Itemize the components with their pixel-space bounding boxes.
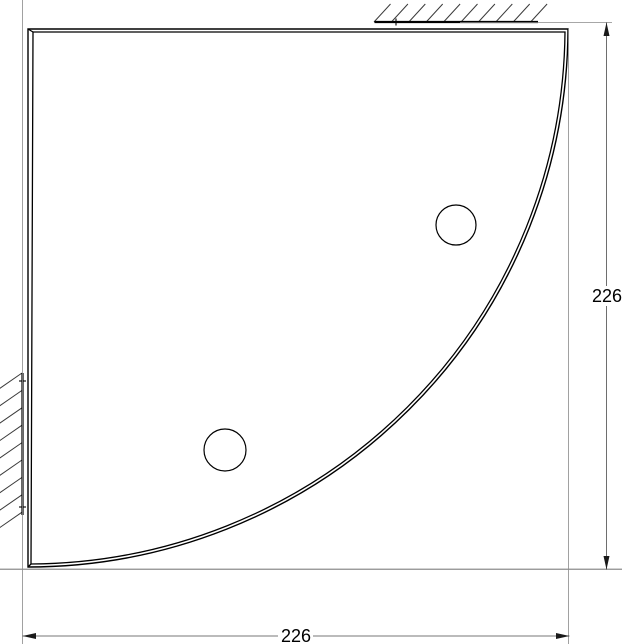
svg-text:226: 226 [592, 286, 622, 306]
svg-text:226: 226 [281, 626, 311, 644]
